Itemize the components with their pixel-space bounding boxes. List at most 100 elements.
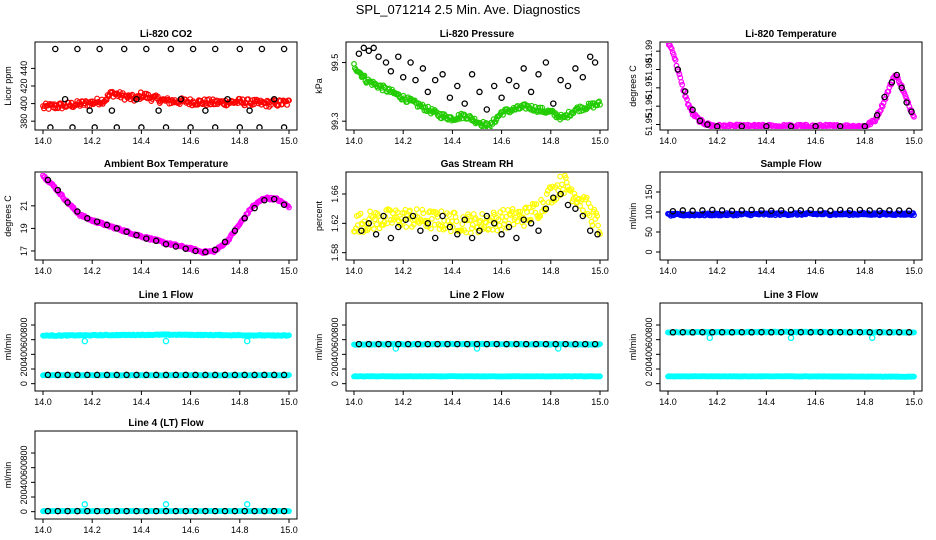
data-point [407,207,413,214]
data-point [162,507,170,515]
y-tick-label: 800 [19,317,29,332]
y-tick-label: 51.97 [644,77,654,100]
data-point [241,215,248,222]
plot-frame [659,302,923,392]
data-point [866,329,873,336]
data-point [583,194,590,201]
data-point [873,112,881,119]
data-point [476,88,483,96]
data-point [361,72,368,79]
data-point [206,96,213,102]
data-point [458,227,465,234]
data-point [807,206,814,214]
data-point [513,234,520,242]
data-point [454,82,461,90]
data-point [386,206,393,213]
series-continuous-low [351,373,603,380]
data-point [44,176,52,184]
x-tick-label: 14.4 [133,136,151,146]
data-point [486,225,492,232]
panel-title: Gas Stream RH [441,159,514,170]
x-tick-label: 14.0 [659,136,677,146]
data-point [876,328,883,336]
data-point [473,340,481,348]
data-point [44,371,52,379]
y-tick-label: 200 [644,361,654,376]
data-point [429,215,435,222]
data-point [594,212,601,219]
y-axis-label: ml/min [3,462,13,489]
y-tick-label: 400 [19,347,29,362]
x-tick-label: 14.4 [444,266,462,276]
y-tick-label: 600 [330,332,340,347]
data-point [403,224,410,230]
data-point [453,218,460,225]
data-point [243,501,251,508]
x-tick-label: 14.0 [34,525,52,535]
data-point [595,222,601,229]
data-point [591,59,599,66]
data-point [371,225,377,232]
data-point [236,124,244,129]
data-point [395,223,402,231]
panel-line1: Line 1 Flow ml/min 14.0 14.2 14.4 14.6 14.8 15.… [3,290,298,407]
data-point [689,106,696,114]
x-tick-label: 14.8 [856,136,874,146]
series-averages [674,66,915,129]
x-tick-label: 14.6 [493,266,511,276]
data-point [261,196,268,204]
y-tick-label: 400 [644,347,654,362]
y-axis-label: ml/min [628,203,638,230]
data-point [461,216,468,223]
x-tick-label: 14.2 [83,397,101,407]
x-tick-label: 14.0 [659,397,677,407]
data-point [709,329,716,336]
data-point [768,329,775,336]
data-point [182,371,189,379]
panel-licor_temp: Li-820 Temperature degrees C 14.0 14.2 14.4 1… [628,29,923,146]
data-point [123,507,130,515]
data-point [550,194,557,201]
y-axis-label: ml/min [3,334,13,361]
y-tick-label: 51.95 [644,113,654,136]
data-point [74,208,81,215]
data-point [817,207,824,214]
data-point [846,207,854,214]
x-tick-label: 14.6 [807,397,825,407]
data-point [522,340,530,348]
panel-pressure: Li-820 Pressure kPa 14.0 14.2 14.4 14.6 14.8 15… [314,29,609,146]
data-point [577,202,583,209]
data-point [241,507,248,515]
data-point [189,45,197,53]
y-tick-label: 99.3 [330,112,340,130]
data-point [490,82,498,90]
x-tick-label: 14.4 [444,136,462,146]
plot-frame [34,41,298,131]
data-point [879,103,886,110]
data-point [911,113,917,120]
data-point [503,213,509,220]
data-point [387,234,395,242]
data-point [241,371,248,379]
data-point [495,216,502,223]
data-point [261,371,268,379]
data-point [797,207,805,214]
data-point [192,247,199,255]
panel-line2: Line 2 Flow ml/min 14.0 14.2 14.4 14.6 14.8 15.… [314,290,609,407]
data-point [367,208,374,215]
data-point [738,207,746,214]
data-point [581,340,589,348]
data-point [670,51,677,58]
y-tick-label: 1.62 [330,215,340,233]
figure-title: SPL_071214 2.5 Min. Ave. Diagnostics [355,2,581,17]
data-point [895,75,901,81]
x-tick-label: 14.4 [758,397,776,407]
x-tick-label: 14.4 [133,266,151,276]
data-point [911,373,917,380]
data-point [211,507,219,515]
data-point [187,124,194,129]
data-point [93,371,101,379]
panel-title: Ambient Box Temperature [104,159,229,170]
data-point [787,334,795,342]
